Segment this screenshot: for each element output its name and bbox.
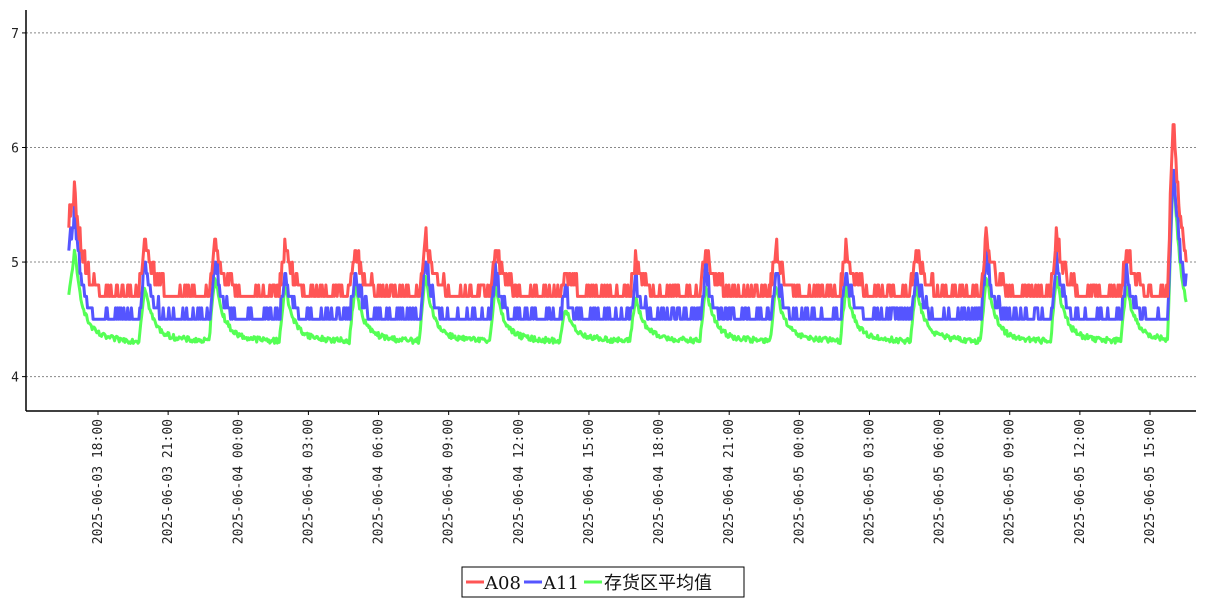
xtick-label-15: 2025-06-05 15:00: [1143, 419, 1158, 544]
ytick-label-7: 7: [11, 27, 19, 42]
xtick-label-5: 2025-06-04 09:00: [442, 419, 457, 544]
xtick-label-2: 2025-06-04 00:00: [231, 419, 246, 544]
xtick-label-11: 2025-06-05 03:00: [862, 419, 877, 544]
legend-box: [461, 566, 745, 598]
legend: A08 A11 存货区平均值: [461, 566, 745, 598]
series-line-a08: [67, 123, 1188, 298]
legend-label-average: 存货区平均值: [604, 573, 712, 594]
xtick-label-9: 2025-06-04 21:00: [722, 419, 737, 544]
legend-label-a08: A08: [484, 573, 521, 594]
series-layer: [67, 123, 1188, 346]
xtick-label-14: 2025-06-05 12:00: [1073, 419, 1088, 544]
legend-label-a11: A11: [542, 573, 579, 594]
x-tick-labels: 2025-06-03 18:00 2025-06-03 21:00 2025-06-…: [91, 411, 1158, 544]
xtick-label-8: 2025-06-04 18:00: [652, 419, 667, 544]
y-tick-labels: 4 5 6 7: [11, 27, 26, 386]
ytick-label-5: 5: [11, 256, 19, 271]
xtick-label-3: 2025-06-04 03:00: [301, 419, 316, 544]
xtick-label-0: 2025-06-03 18:00: [91, 419, 106, 544]
xtick-label-10: 2025-06-05 00:00: [792, 419, 807, 544]
grid-layer: [26, 32, 1196, 378]
xtick-label-7: 2025-06-04 15:00: [582, 419, 597, 544]
axis-layer: [25, 10, 1196, 412]
ytick-label-6: 6: [11, 141, 19, 156]
series-line-a11: [67, 168, 1188, 321]
xtick-label-12: 2025-06-05 06:00: [933, 419, 948, 544]
xtick-label-1: 2025-06-03 21:00: [161, 419, 176, 544]
series-line-average: [67, 172, 1188, 346]
xtick-label-6: 2025-06-04 12:00: [512, 419, 527, 544]
xtick-label-4: 2025-06-04 06:00: [372, 419, 387, 544]
xtick-label-13: 2025-06-05 09:00: [1003, 419, 1018, 544]
ytick-label-4: 4: [11, 371, 19, 386]
